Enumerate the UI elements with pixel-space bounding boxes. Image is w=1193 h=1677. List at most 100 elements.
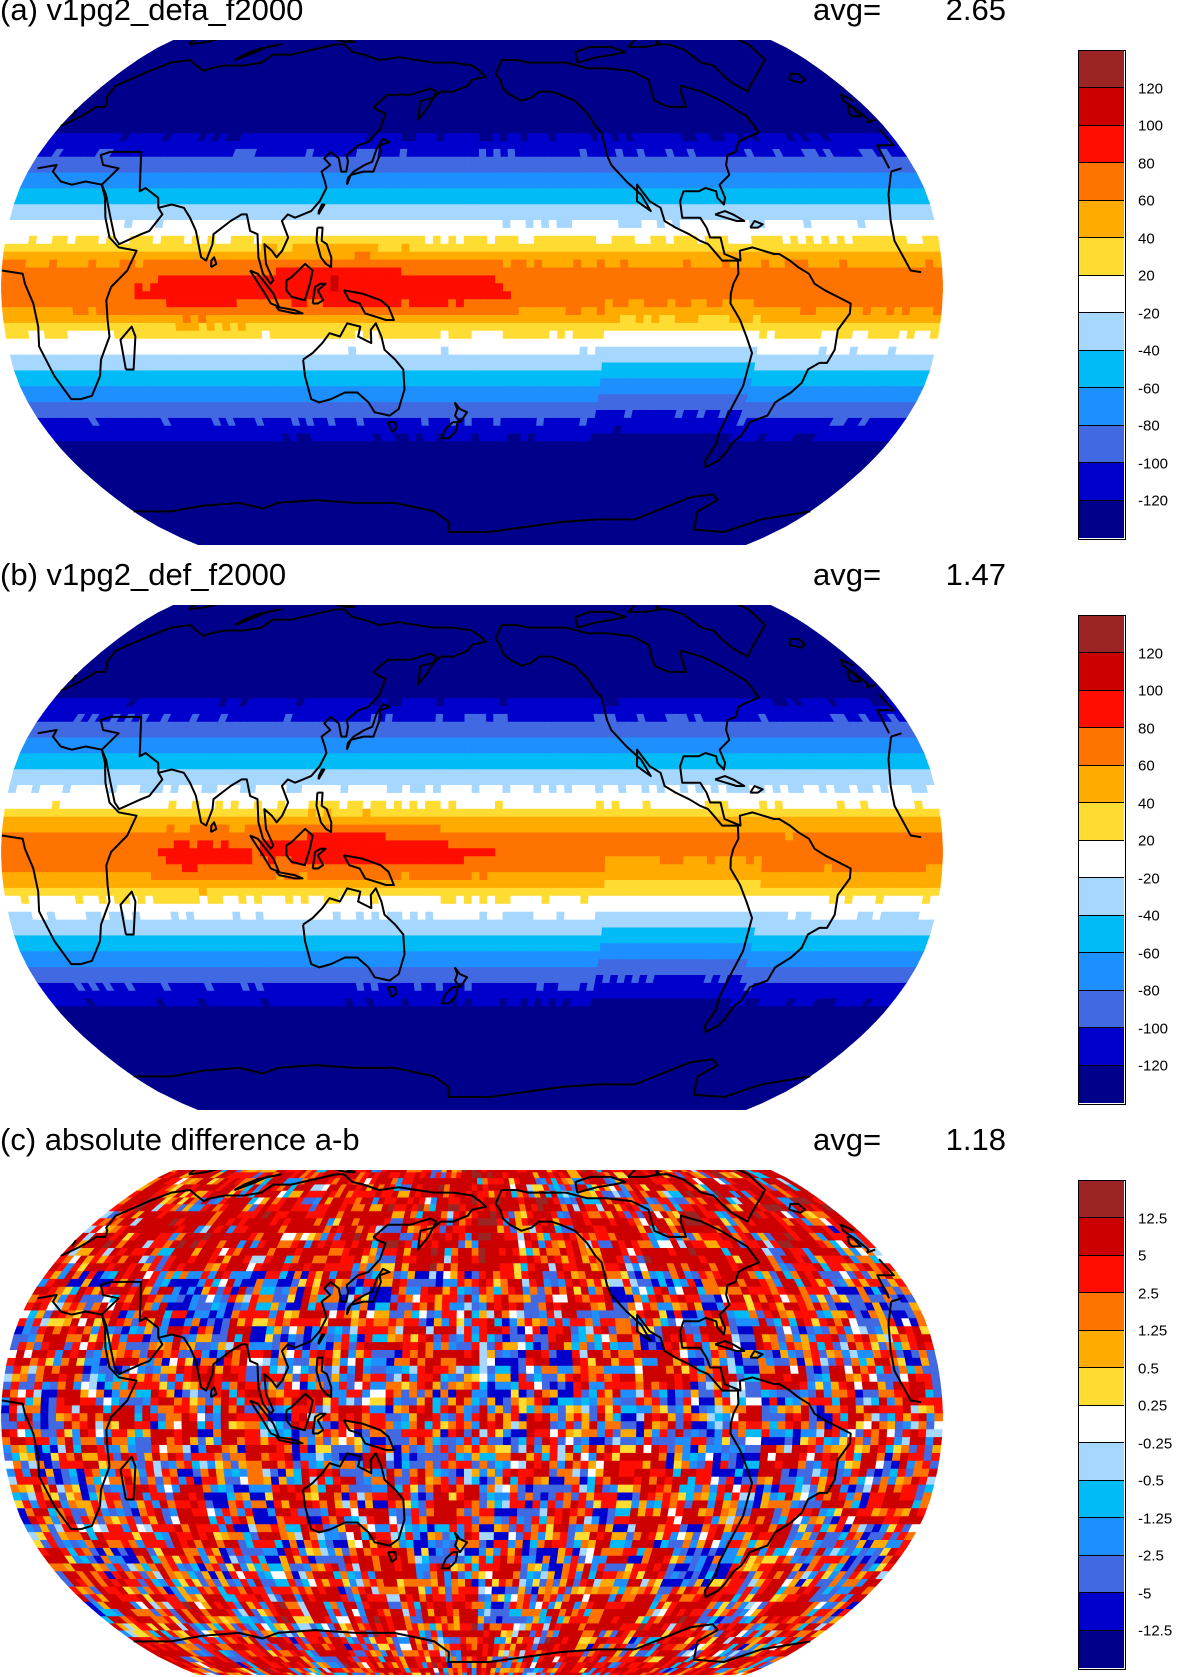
field-cell <box>189 298 199 308</box>
field-cell <box>403 385 413 395</box>
field-cell <box>581 290 590 300</box>
field-cell <box>244 274 253 284</box>
field-cell <box>71 282 81 292</box>
field-cell <box>275 274 285 284</box>
field-cell <box>189 274 199 284</box>
field-cell <box>526 266 536 276</box>
field-cell <box>153 338 164 347</box>
field-cell <box>612 282 622 292</box>
field-cell <box>595 330 605 339</box>
field-cell <box>432 346 442 355</box>
field-cell <box>495 314 504 323</box>
field-cell <box>620 298 630 308</box>
field-cell <box>413 417 423 426</box>
field-cell <box>234 361 244 371</box>
field-cell <box>557 306 567 316</box>
field-cell <box>143 251 153 260</box>
field-cell <box>194 353 205 363</box>
field-cell <box>659 274 669 284</box>
field-cell <box>408 274 418 284</box>
field-cell <box>628 290 638 300</box>
field-cell <box>727 330 737 339</box>
field-cell <box>769 274 779 284</box>
field-cell <box>612 298 622 308</box>
field-cell <box>471 425 480 434</box>
field-cell <box>502 361 511 371</box>
field-cell <box>464 385 473 395</box>
field-cell <box>269 338 280 347</box>
field-cell <box>589 282 598 292</box>
field-cell <box>411 455 420 465</box>
field-cell <box>456 330 465 339</box>
field-cell <box>573 298 583 308</box>
field-cell <box>895 282 904 292</box>
field-cell <box>766 330 776 339</box>
field-cell <box>354 259 363 268</box>
field-cell <box>518 322 527 331</box>
field-cell <box>592 377 602 387</box>
field-cell <box>212 290 222 300</box>
field-cell <box>402 361 412 371</box>
field-cell <box>440 322 450 331</box>
field-cell <box>1 259 12 268</box>
field-cell <box>413 409 422 418</box>
field-cell <box>673 330 683 339</box>
field-cell <box>879 274 889 284</box>
field-cell <box>910 298 920 308</box>
field-cell <box>508 385 518 395</box>
field-cell <box>393 314 403 323</box>
field-cell <box>407 425 416 434</box>
field-cell <box>260 306 270 316</box>
field-cell <box>408 298 418 308</box>
field-cell <box>557 298 567 308</box>
field-cell <box>150 282 159 292</box>
field-cell <box>409 440 418 450</box>
field-cell <box>557 290 567 300</box>
field-cell <box>579 338 589 347</box>
field-cell <box>471 361 481 371</box>
field-cell <box>268 306 277 316</box>
field-cell <box>471 492 479 501</box>
field-cell <box>706 306 716 316</box>
field-cell <box>596 266 606 276</box>
field-cell <box>644 282 653 292</box>
field-cell <box>66 330 77 339</box>
field-cell <box>105 330 116 339</box>
field-cell <box>927 338 938 347</box>
field-cell <box>225 353 235 363</box>
field-cell <box>675 282 685 292</box>
field-cell <box>549 314 559 323</box>
field-cell <box>597 282 606 292</box>
field-cell <box>229 322 239 331</box>
field-cell <box>487 346 496 355</box>
field-cell <box>690 266 700 276</box>
field-cell <box>806 322 816 331</box>
field-cell <box>299 314 309 323</box>
field-cell <box>534 306 543 316</box>
field-cell <box>48 282 57 292</box>
field-cell <box>57 251 67 260</box>
field-cell <box>775 314 786 323</box>
field-cell <box>925 306 935 316</box>
field-cell <box>683 298 692 308</box>
field-cell <box>372 361 381 371</box>
field-cell <box>283 282 292 292</box>
field-cell <box>284 330 294 339</box>
field-cell <box>511 455 520 465</box>
field-cell <box>557 322 566 331</box>
field-cell <box>87 266 97 276</box>
field-cell <box>174 306 184 316</box>
field-cell <box>369 298 379 308</box>
field-cell <box>501 393 510 403</box>
field-cell <box>478 448 487 457</box>
field-cell <box>189 266 199 276</box>
field-cell <box>173 298 183 308</box>
field-cell <box>479 274 489 284</box>
field-cell <box>643 306 653 316</box>
field-cell <box>573 409 583 418</box>
field-cell <box>553 385 563 395</box>
field-cell <box>204 290 214 300</box>
field-cell <box>573 282 583 292</box>
field-cell <box>458 471 467 480</box>
field-cell <box>88 251 98 260</box>
